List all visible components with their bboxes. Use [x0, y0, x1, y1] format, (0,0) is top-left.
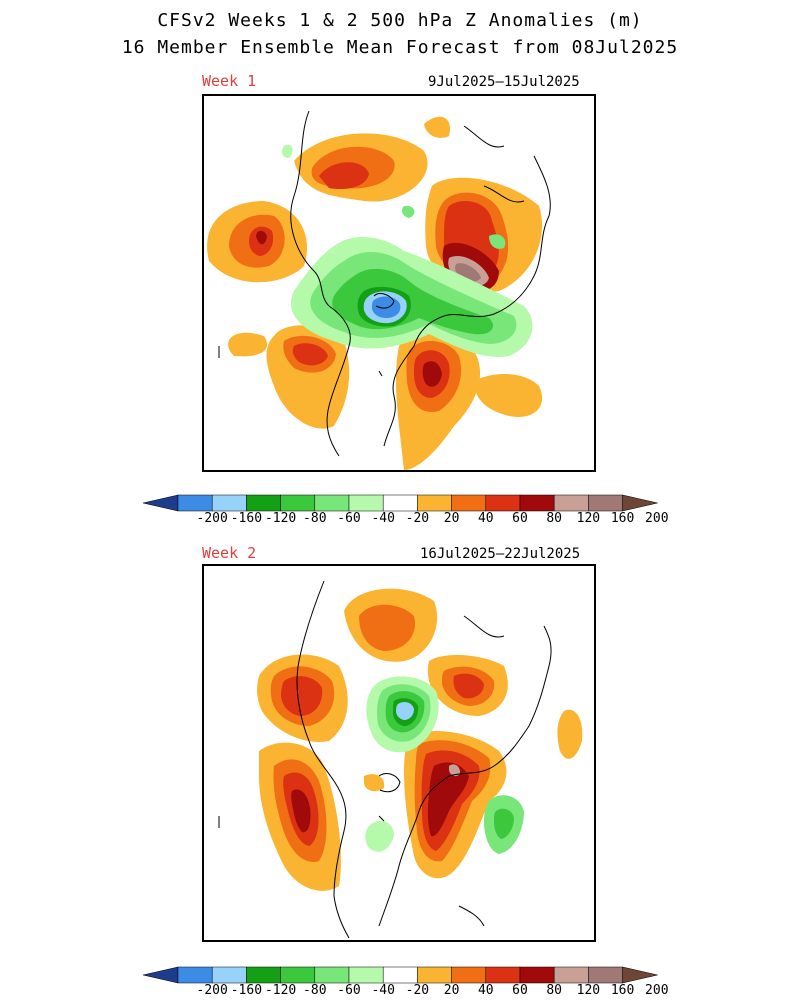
week1-colorbar [143, 494, 658, 512]
week1-colorbar-swatch [280, 494, 316, 512]
week2-colorbar-tick-label: -60 [337, 983, 361, 998]
week1-colorbar-swatch [485, 494, 521, 512]
week1-colorbar-tick-label: 120 [576, 511, 601, 526]
week1-coastlines [218, 110, 551, 457]
week1-colorbar-ticks: -200 -160 -120 -80 -60 -40 -20 20 40 60 80 120 160 20… [143, 511, 669, 527]
week1-colorbar-swatch [246, 494, 281, 512]
week2-colorbar-swatch [519, 966, 555, 984]
week1-colorbar-tick-label: 80 [546, 511, 563, 526]
week2-colorbar-tick-label: 120 [576, 983, 601, 998]
week2-colorbar-swatch [348, 966, 384, 984]
week2-colorbar-tick-label: 20 [443, 983, 460, 998]
week2-colorbar-tick-label: -40 [371, 983, 395, 998]
week2-colorbar-tick-label: 60 [512, 983, 528, 998]
week2-colorbar-tick-label: -120 [264, 983, 297, 998]
week1-colorbar-tick-label: 200 [645, 511, 669, 526]
week1-colorbar-tick-label: -60 [337, 511, 361, 526]
week1-colorbar-tick-label: -40 [371, 511, 395, 526]
week2-coastlines [218, 580, 552, 939]
week2-colorbar-tick-label: -20 [405, 983, 430, 998]
week1-colorbar-tick-label: 60 [512, 511, 528, 526]
week2-colorbar-swatch [451, 966, 487, 984]
week2-negative-anomalies [365, 676, 524, 854]
week2-colorbar-swatch [314, 966, 350, 984]
week1-colorbar-swatch [417, 494, 452, 512]
week2-colorbar-swatch [382, 966, 418, 984]
week2-colorbar-swatch [177, 966, 213, 984]
week2-map [202, 564, 596, 942]
week1-colorbar-swatch [553, 494, 589, 512]
week2-colorbar-swatch [417, 966, 452, 984]
week1-colorbar-arrow-low [143, 494, 179, 512]
week1-colorbar-tick-label: 160 [610, 511, 635, 526]
week2-label: Week 2 [202, 544, 257, 562]
week2-colorbar-swatch [553, 966, 589, 984]
week1-colorbar-tick-label: -120 [264, 511, 297, 526]
week1-colorbar-swatch [177, 494, 213, 512]
week1-colorbar-tick-label: -160 [230, 511, 263, 526]
week2-colorbar-tick-label: -80 [303, 983, 327, 998]
week1-colorbar-tick-label: -200 [196, 511, 228, 526]
week1-colorbar-swatch [588, 494, 623, 512]
week1-negative-anomalies [281, 144, 533, 357]
week1-colorbar-swatch [382, 494, 418, 512]
week2-colorbar-arrow-low [143, 966, 179, 984]
week2-anomaly-map [218, 580, 583, 939]
week2-colorbar-tick-label: -200 [196, 983, 228, 998]
week2-colorbar-arrow-high [622, 966, 658, 984]
week1-colorbar-swatch [519, 494, 555, 512]
week2-colorbar-tick-label: -160 [230, 983, 263, 998]
week1-anomaly-map [207, 110, 551, 470]
week2-colorbar-swatch [485, 966, 521, 984]
week2-colorbar-tick-label: 80 [546, 983, 563, 998]
week1-colorbar-swatch [348, 494, 384, 512]
week1-colorbar-arrow-high [622, 494, 658, 512]
chart-title-line2: 16 Member Ensemble Mean Forecast from 08… [121, 37, 679, 58]
week2-colorbar-tick-label: 40 [477, 983, 494, 998]
week1-colorbar-swatch [451, 494, 487, 512]
week1-colorbar-tick-label: -20 [405, 511, 430, 526]
week1-colorbar-swatch [314, 494, 350, 512]
week2-colorbar-swatch [211, 966, 247, 984]
week1-label: Week 1 [202, 72, 257, 90]
chart-title-line1: CFSv2 Weeks 1 & 2 500 hPa Z Anomalies (m… [157, 10, 643, 31]
week1-colorbar-tick-label: 40 [477, 511, 494, 526]
week1-colorbar-tick-label: -80 [303, 511, 327, 526]
week1-dates: 9Jul2025–15Jul2025 [428, 74, 580, 90]
week2-colorbar-swatch [246, 966, 281, 984]
week2-colorbar-tick-label: 200 [645, 983, 669, 998]
week2-dates: 16Jul2025–22Jul2025 [420, 546, 581, 562]
week2-colorbar-swatch [588, 966, 623, 984]
week2-colorbar [143, 966, 658, 984]
week1-colorbar-swatch [211, 494, 247, 512]
week2-colorbar-swatch [280, 966, 316, 984]
week1-map [202, 94, 596, 472]
week2-colorbar-tick-label: 160 [610, 983, 635, 998]
week2-colorbar-ticks: -200 -160 -120 -80 -60 -40 -20 20 40 60 80 120 160 20… [143, 983, 669, 999]
week1-colorbar-tick-label: 20 [443, 511, 460, 526]
week2-positive-anomalies [257, 588, 583, 891]
